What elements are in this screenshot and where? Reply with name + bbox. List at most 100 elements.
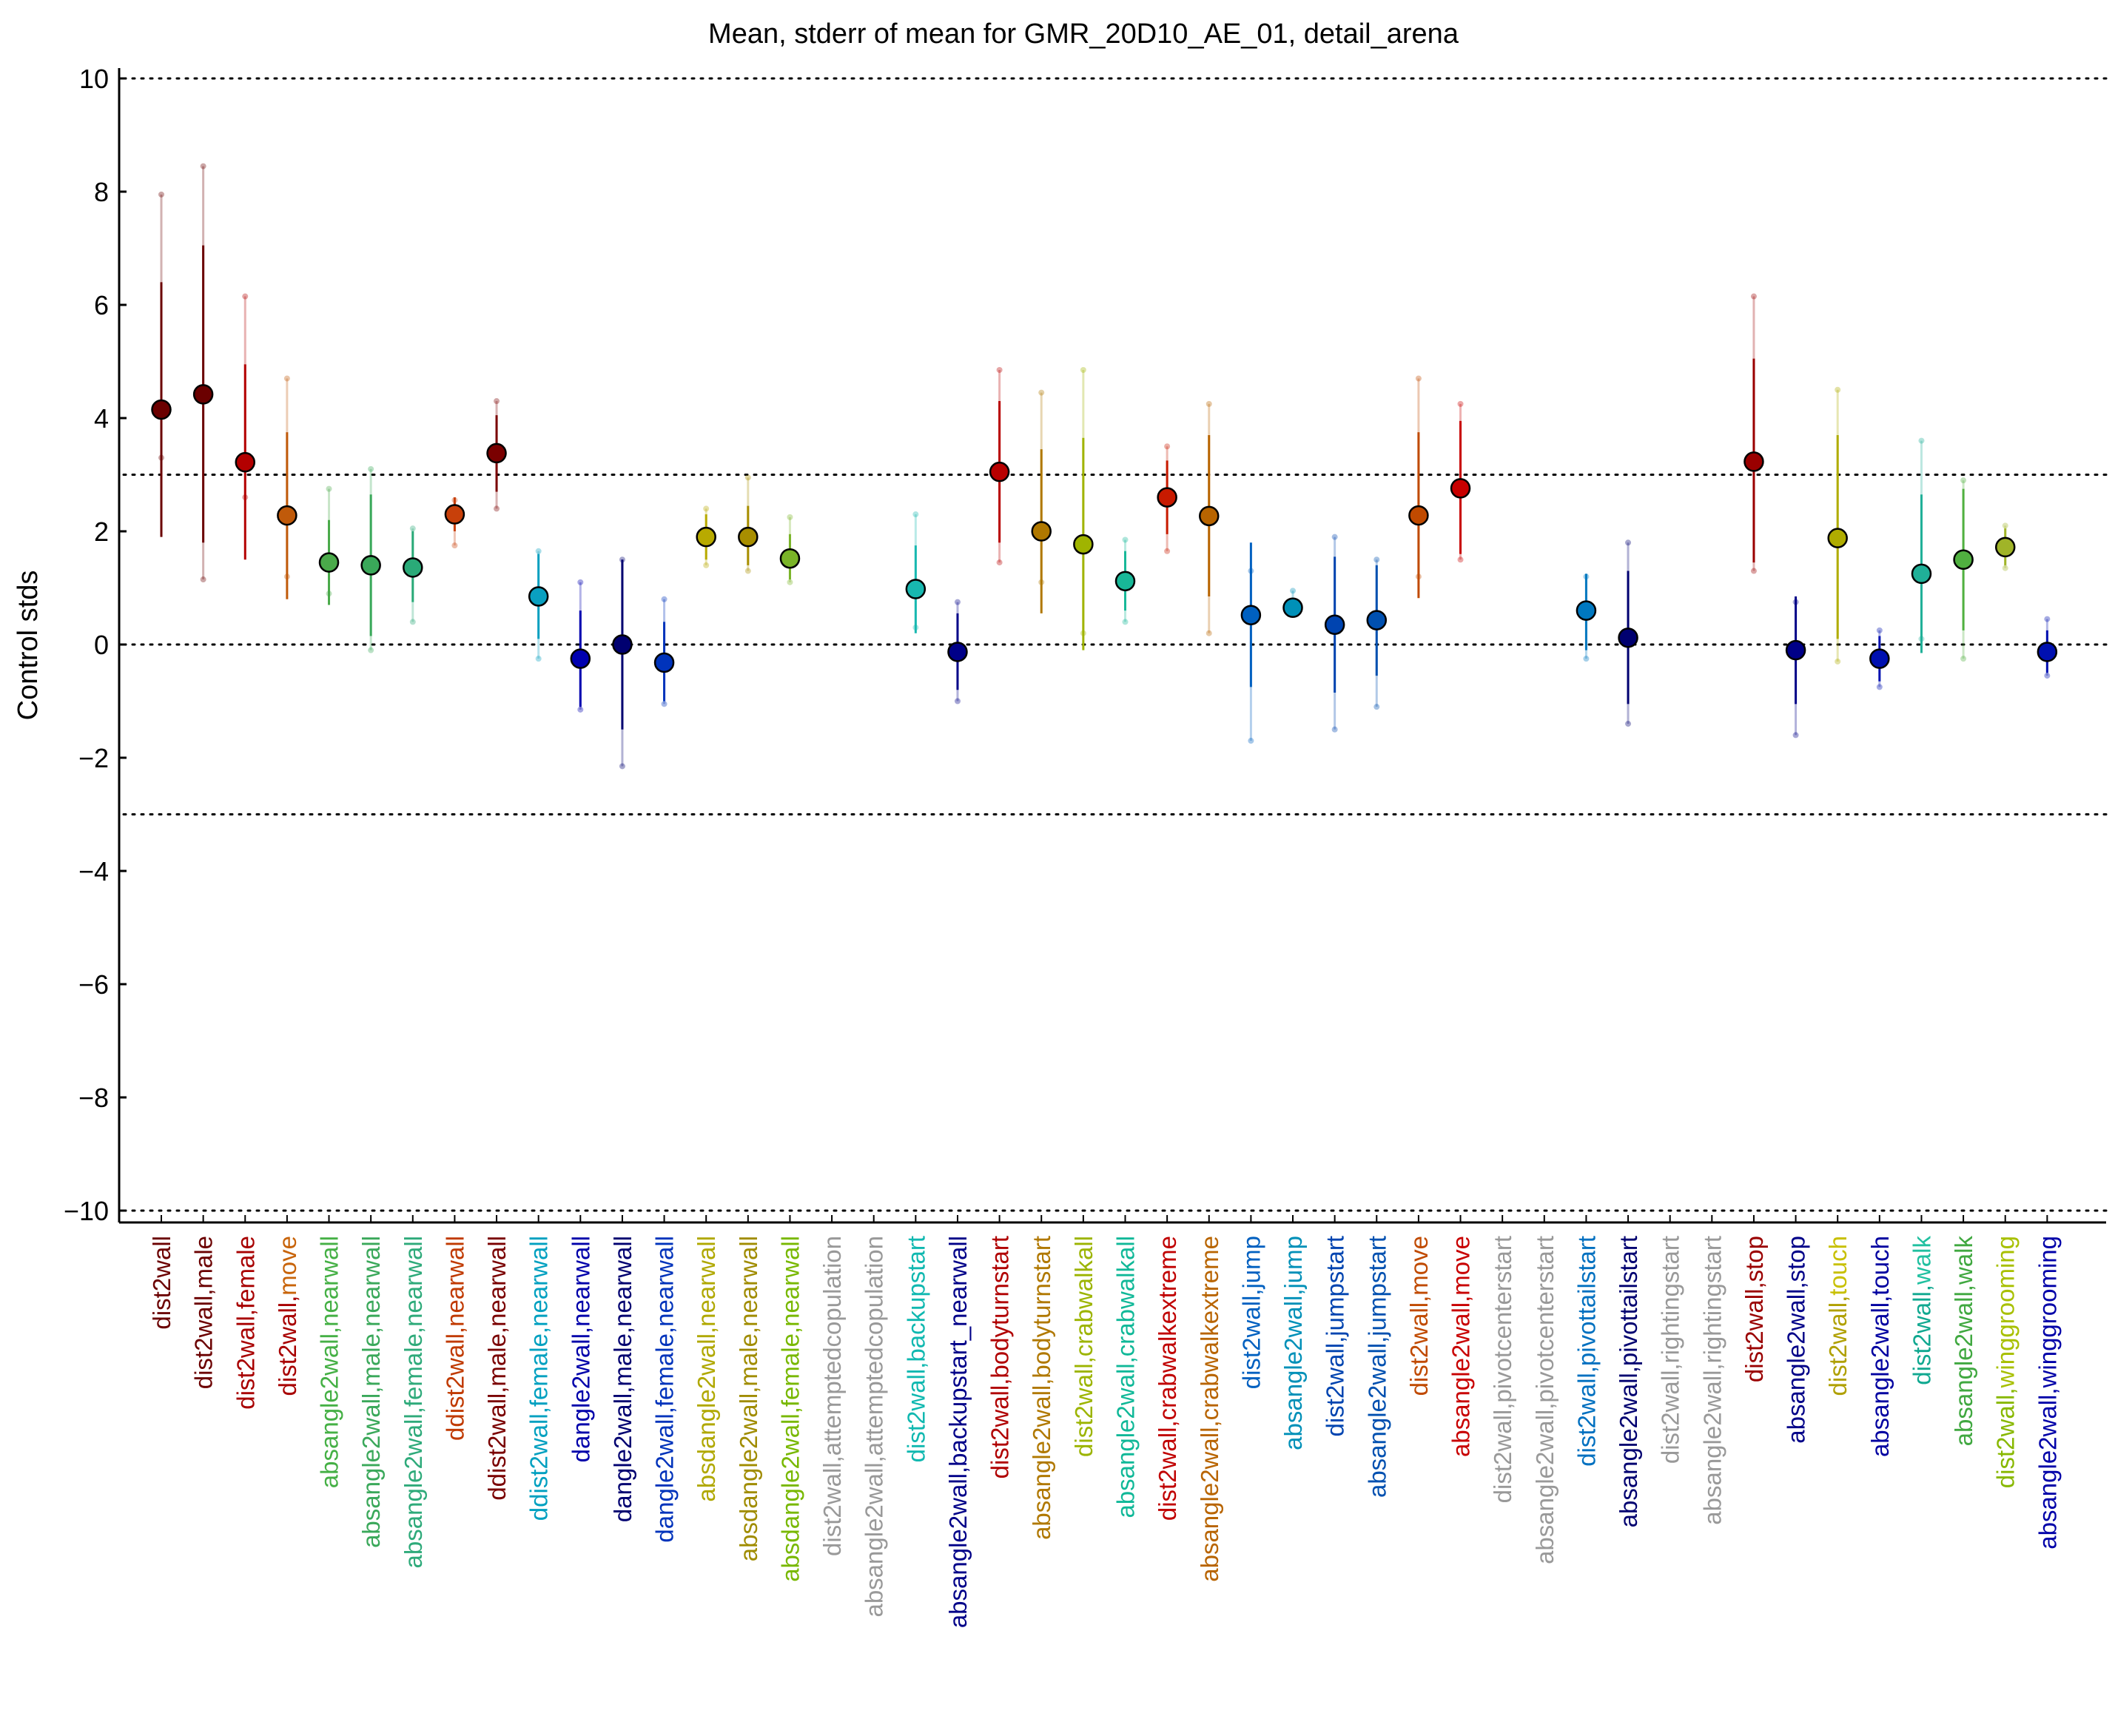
spread-end-dot (661, 701, 668, 707)
spread-end-dot (1583, 573, 1590, 580)
spread-end-dot (1625, 539, 1632, 546)
data-point-group (1744, 293, 1764, 574)
spread-end-dot (158, 191, 164, 198)
y-axis: 10 8 6 4 2 0 −2 −4 −6 −8 −10 (64, 64, 127, 1226)
mean-marker (905, 579, 927, 599)
mean-marker (1073, 534, 1094, 555)
spread-end-dot (368, 647, 374, 653)
x-tick-label: dangle2wall,nearwall (567, 1236, 594, 1462)
spread-end-dot (409, 619, 416, 625)
x-tick-label: dist2wall,jump (1237, 1236, 1265, 1389)
spread-end-dot (1080, 366, 1086, 373)
spread-end-dot (577, 706, 584, 713)
spread-end-dot (1835, 658, 1841, 665)
spread-end-dot (494, 398, 500, 405)
x-tick-label: absangle2wall,move (1447, 1236, 1475, 1457)
x-tick-label-part: absangle2wall,crabwalkall (1112, 1236, 1139, 1518)
mean-marker (947, 642, 968, 662)
mean-marker (779, 548, 801, 569)
x-tick-label: dist2wall,walk (1908, 1236, 1935, 1385)
spread-end-dot (494, 505, 500, 512)
x-tick-label-part: absangle2wall,move (1447, 1236, 1475, 1457)
spread-end-dot (242, 293, 249, 300)
spread-end-dot (1918, 636, 1925, 642)
data-point-group (1240, 542, 1262, 744)
x-tick-label: dangle2wall,female,nearwall (651, 1236, 679, 1543)
x-tick-label: dist2wall,male (190, 1236, 218, 1389)
mean-marker (1744, 451, 1764, 472)
mean-marker (738, 526, 759, 548)
x-tick-label: dist2wall,winggrooming (1992, 1236, 2020, 1488)
x-tick-label-part: ddist2wall,female,nearwall (525, 1236, 553, 1521)
data-points (151, 163, 2058, 770)
x-tick-label: absdangle2wall,nearwall (693, 1236, 720, 1502)
data-point-group (1199, 400, 1220, 636)
data-point-group (1869, 627, 1890, 690)
mean-marker (1869, 648, 1890, 669)
x-tick-label-part: absangle2wall,jump (1280, 1236, 1307, 1450)
mean-marker (1199, 505, 1220, 527)
x-tick-label-part: absdangle2wall,female,nearwall (776, 1236, 804, 1582)
x-tick-label: absangle2wall,crabwalkall (1112, 1236, 1139, 1518)
mean-marker (1450, 478, 1471, 499)
x-tick-label: dist2wall,jumpstart (1322, 1236, 1349, 1436)
spread-end-dot (451, 542, 458, 549)
x-tick-label-part: dist2wall,rightingstart (1657, 1236, 1684, 1464)
mean-marker (1785, 639, 1806, 661)
spread-end-dot (1835, 386, 1841, 393)
x-tick-label: absangle2wall,jumpstart (1363, 1236, 1391, 1498)
mean-marker (570, 648, 591, 669)
spread-end-dot (158, 454, 164, 461)
spread-end-dot (1331, 534, 1338, 540)
mean-marker (1911, 563, 1932, 585)
y-tick-label: −10 (64, 1196, 109, 1226)
data-point-group (1911, 437, 1932, 653)
spread-end-dot (1206, 630, 1212, 636)
spread-end-dot (2002, 522, 2008, 529)
data-point-group (612, 556, 633, 770)
spread-end-dot (1373, 556, 1380, 563)
data-point-group (318, 485, 340, 605)
x-tick-label: dist2wall,rightingstart (1657, 1236, 1684, 1464)
x-tick-label: absangle2wall,touch (1866, 1236, 1894, 1457)
data-point-group (444, 497, 465, 549)
x-tick-label-part: dist2wall,female (232, 1236, 259, 1410)
x-tick-label-part: dist2wall,attemptedcopulation (818, 1236, 846, 1556)
spread-end-dot (912, 511, 919, 518)
mean-marker (989, 461, 1010, 482)
data-point-group (403, 525, 423, 625)
spread-end-dot (326, 591, 332, 597)
x-tick-label-part: ddist2wall,male,nearwall (483, 1236, 511, 1501)
data-point-group (151, 191, 172, 537)
spread-end-dot (200, 576, 206, 583)
x-tick-label-part: absangle2wall,male,nearwall (357, 1236, 385, 1548)
data-point-group (1953, 477, 1974, 662)
data-point-group (1618, 539, 1638, 727)
mean-marker (1994, 536, 2016, 558)
x-tick-label-part: dist2wall,backupstart (902, 1236, 929, 1462)
spread-end-dot (283, 375, 290, 382)
mean-marker (528, 586, 549, 607)
x-tick-label-part: dangle2wall,male,nearwall (609, 1236, 636, 1522)
mean-marker (1282, 597, 1303, 619)
x-tick-label-part: dist2wall,jumpstart (1322, 1236, 1349, 1436)
spread-end-dot (1876, 627, 1883, 633)
data-point-group (192, 163, 214, 583)
spread-end-dot (1122, 536, 1129, 543)
mean-marker (1031, 521, 1052, 542)
data-point-group (1408, 375, 1429, 599)
x-tick-label: dist2wall,pivottailstart (1573, 1236, 1600, 1467)
spread-end-dot (1038, 389, 1045, 396)
spread-end-dot (1331, 726, 1338, 733)
x-tick-label: absangle2wall,attemptedcopulation (861, 1236, 888, 1618)
data-point-group (989, 366, 1010, 566)
x-tick-label: absangle2wall,bodyturnstart (1028, 1236, 1055, 1540)
x-tick-label-part: absangle2wall,stop (1783, 1236, 1810, 1444)
mean-marker (486, 443, 507, 464)
data-point-group (1073, 366, 1094, 650)
y-axis-label: Control stds (13, 571, 44, 721)
mean-marker (403, 557, 423, 578)
x-tick-label: dist2wall (148, 1236, 175, 1330)
mean-marker (1576, 600, 1597, 621)
y-tick-label: −6 (78, 969, 109, 1000)
